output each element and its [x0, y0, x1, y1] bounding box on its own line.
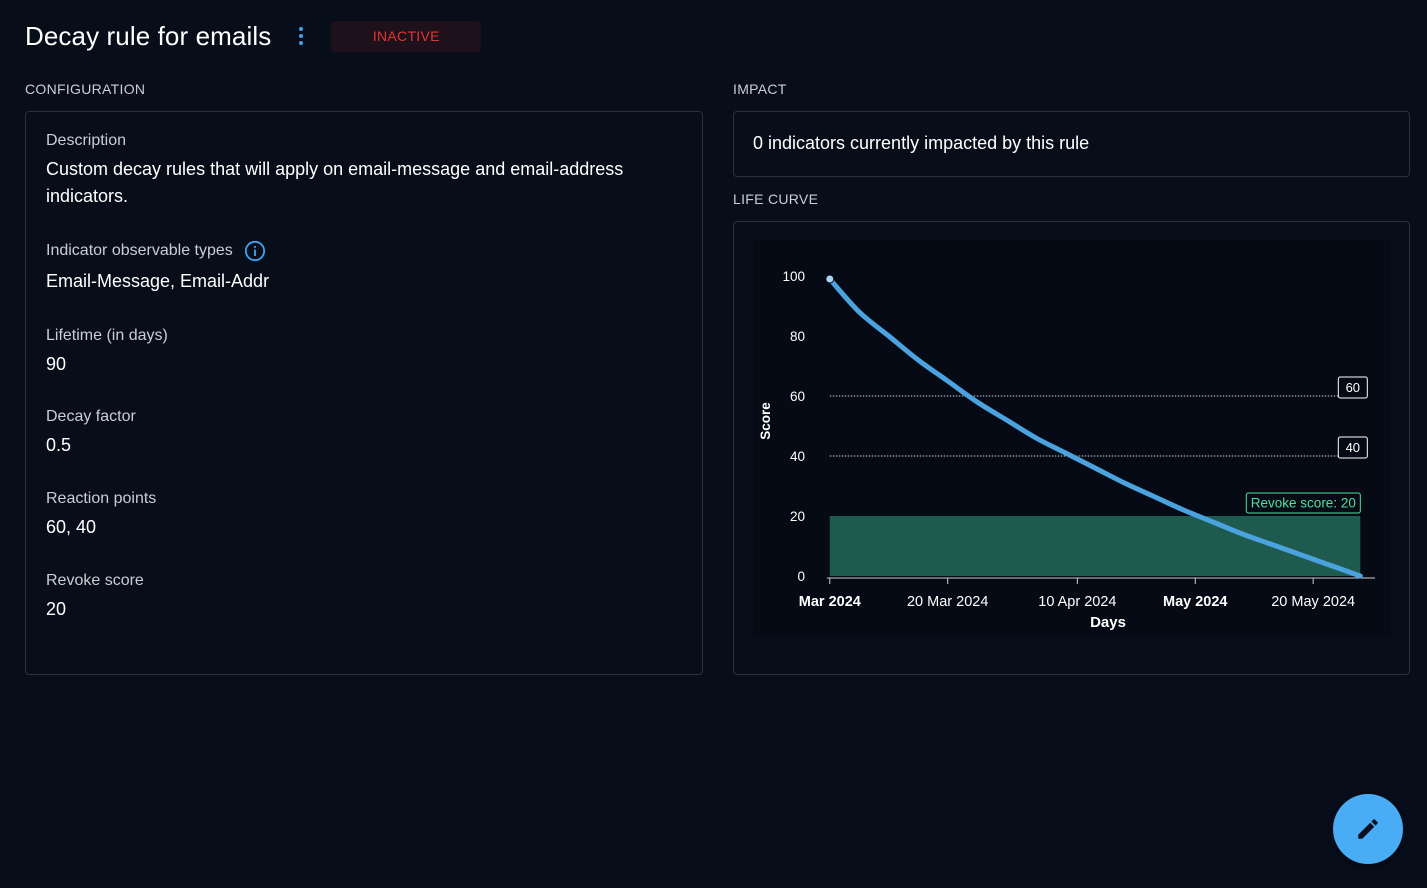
description-field: Description Custom decay rules that will…	[46, 132, 666, 210]
revoke-score-label: Revoke score	[46, 572, 144, 589]
reaction-label-0: 60	[1346, 380, 1360, 395]
y-tick-label-0: 0	[797, 569, 805, 584]
page-title: Decay rule for emails	[25, 20, 272, 51]
reaction-label-1: 40	[1346, 440, 1360, 455]
info-icon[interactable]	[244, 240, 266, 262]
revoke-label-box	[1245, 492, 1361, 514]
y-tick-label-3: 60	[790, 389, 805, 404]
series-line-0	[827, 276, 1363, 579]
y-tick-label-4: 80	[790, 329, 805, 344]
x-axis-title: Days	[1090, 614, 1126, 631]
y-tick-label-5: 100	[782, 269, 805, 284]
x-tick-label-0: Mar 2024	[799, 594, 861, 610]
kebab-vertical-icon[interactable]	[291, 22, 311, 50]
life-curve-chart-area: 60 40 Revoke score: 20 0 20 40 60 80 100 Mar 2024…	[753, 240, 1391, 637]
edit-button[interactable]	[1333, 794, 1403, 864]
reaction-label-box-1	[1337, 436, 1368, 459]
lifetime-value: 90	[46, 354, 67, 374]
reaction-points-label: Reaction points	[46, 490, 157, 507]
description-label: Description	[46, 132, 127, 149]
observable-types-field: Indicator observable types Email-Message…	[46, 240, 269, 295]
y-axis-title: Score	[758, 402, 773, 440]
life-curve-panel: 60 40 Revoke score: 20 0 20 40 60 80 100 Mar 2024…	[733, 221, 1410, 675]
description-value: Custom decay rules that will apply on em…	[46, 159, 624, 206]
decay-factor-label: Decay factor	[46, 408, 136, 425]
series-start-point-0	[825, 274, 835, 284]
x-tick-label-1: 20 Mar 2024	[907, 594, 988, 610]
x-tick-label-2: 10 Apr 2024	[1038, 594, 1116, 610]
observable-types-value: Email-Message, Email-Addr	[46, 271, 270, 291]
revoke-score-value: 20	[46, 599, 67, 619]
pencil-icon	[1358, 819, 1378, 839]
y-tick-label-1: 20	[790, 509, 805, 524]
configuration-panel: Description Custom decay rules that will…	[25, 111, 703, 675]
life-curve-chart: 60 40 Revoke score: 20 0 20 40 60 80 100 Mar 2024…	[758, 269, 1375, 631]
lifetime-label: Lifetime (in days)	[46, 327, 168, 344]
reaction-label-box-0	[1337, 376, 1368, 399]
decay-factor-value: 0.5	[46, 435, 72, 455]
y-tick-label-2: 40	[790, 449, 805, 464]
reaction-points-field: Reaction points 60, 40	[46, 490, 156, 541]
observable-types-label: Indicator observable types	[46, 242, 233, 259]
x-tick-label-4: 20 May 2024	[1271, 594, 1355, 610]
impact-panel: 0 indicators currently impacted by this …	[733, 111, 1410, 177]
lifetime-field: Lifetime (in days) 90	[46, 327, 168, 378]
impact-section-label: IMPACT	[733, 81, 787, 97]
life-curve-section-label: LIFE CURVE	[733, 191, 819, 207]
decay-factor-field: Decay factor 0.5	[46, 408, 136, 459]
status-badge: INACTIVE	[331, 20, 482, 52]
page-header: Decay rule for emails INACTIVE	[25, 18, 482, 54]
x-tick-label-3: May 2024	[1163, 594, 1228, 610]
impact-text: 0 indicators currently impacted by this …	[753, 133, 1090, 153]
revoke-score-field: Revoke score 20	[46, 572, 144, 623]
observable-types-label-row: Indicator observable types	[46, 240, 269, 262]
reaction-points-value: 60, 40	[46, 517, 97, 537]
configuration-section-label: CONFIGURATION	[25, 81, 146, 97]
revoke-label: Revoke score: 20	[1251, 496, 1356, 511]
